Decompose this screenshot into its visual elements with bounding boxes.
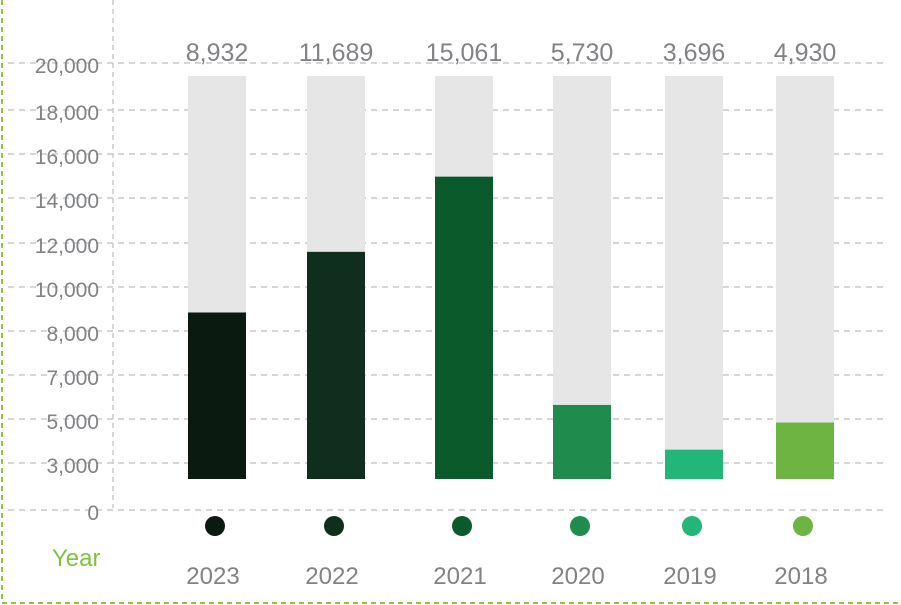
x-tick-label: 2019 xyxy=(663,563,716,590)
bar-group: 4,930 xyxy=(774,39,837,479)
data-label: 4,930 xyxy=(774,39,837,67)
bar-group: 3,696 xyxy=(663,39,726,479)
legend-dot xyxy=(570,516,590,536)
data-label: 5,730 xyxy=(551,39,614,67)
gridlines xyxy=(8,62,885,511)
y-tick-label: 14,000 xyxy=(35,190,99,213)
y-axis: 0 3,000 5,000 7,000 8,000 10,000 12,000 14,000 1… xyxy=(35,55,99,525)
data-label: 3,696 xyxy=(663,39,726,67)
bar-group: 11,689 xyxy=(299,39,374,479)
y-tick-label: 12,000 xyxy=(35,235,99,258)
bars: 8,932 11,689 15,061 5,730 3,696 4,930 xyxy=(186,39,837,479)
legend-dot xyxy=(682,516,702,536)
bar-track xyxy=(665,76,723,479)
x-tick-label: 2021 xyxy=(433,563,486,590)
data-label: 11,689 xyxy=(299,39,374,67)
x-tick-label: 2023 xyxy=(186,563,239,590)
legend-dot xyxy=(452,516,472,536)
bar-track xyxy=(776,76,834,479)
y-tick-label: 20,000 xyxy=(35,55,99,78)
bar xyxy=(665,449,723,479)
y-tick-label: 5,000 xyxy=(46,411,99,434)
legend-dot xyxy=(793,516,813,536)
y-tick-label: 0 xyxy=(87,502,99,525)
y-tick-label: 10,000 xyxy=(35,279,99,302)
legend-dot xyxy=(324,516,344,536)
bar xyxy=(188,312,246,479)
x-tick-label: 2018 xyxy=(774,563,827,590)
y-tick-label: 8,000 xyxy=(46,323,99,346)
bar-group: 8,932 xyxy=(186,39,249,479)
bar xyxy=(553,404,611,479)
x-tick-label: 2022 xyxy=(305,563,358,590)
x-axis-title: Year xyxy=(52,545,101,572)
bar xyxy=(435,176,493,479)
legend-dot xyxy=(205,516,225,536)
bar-group: 15,061 xyxy=(426,39,502,479)
y-tick-label: 16,000 xyxy=(35,146,99,169)
bar-group: 5,730 xyxy=(551,39,614,479)
y-tick-label: 18,000 xyxy=(35,102,99,125)
y-tick-label: 7,000 xyxy=(46,367,99,390)
data-label: 8,932 xyxy=(186,39,249,67)
bar xyxy=(776,422,834,479)
x-tick-label: 2020 xyxy=(551,563,604,590)
x-axis: 2023 2022 2021 2020 2019 2018 xyxy=(186,516,828,590)
bar xyxy=(307,251,365,479)
data-label: 15,061 xyxy=(426,39,502,67)
y-tick-label: 3,000 xyxy=(46,455,99,478)
